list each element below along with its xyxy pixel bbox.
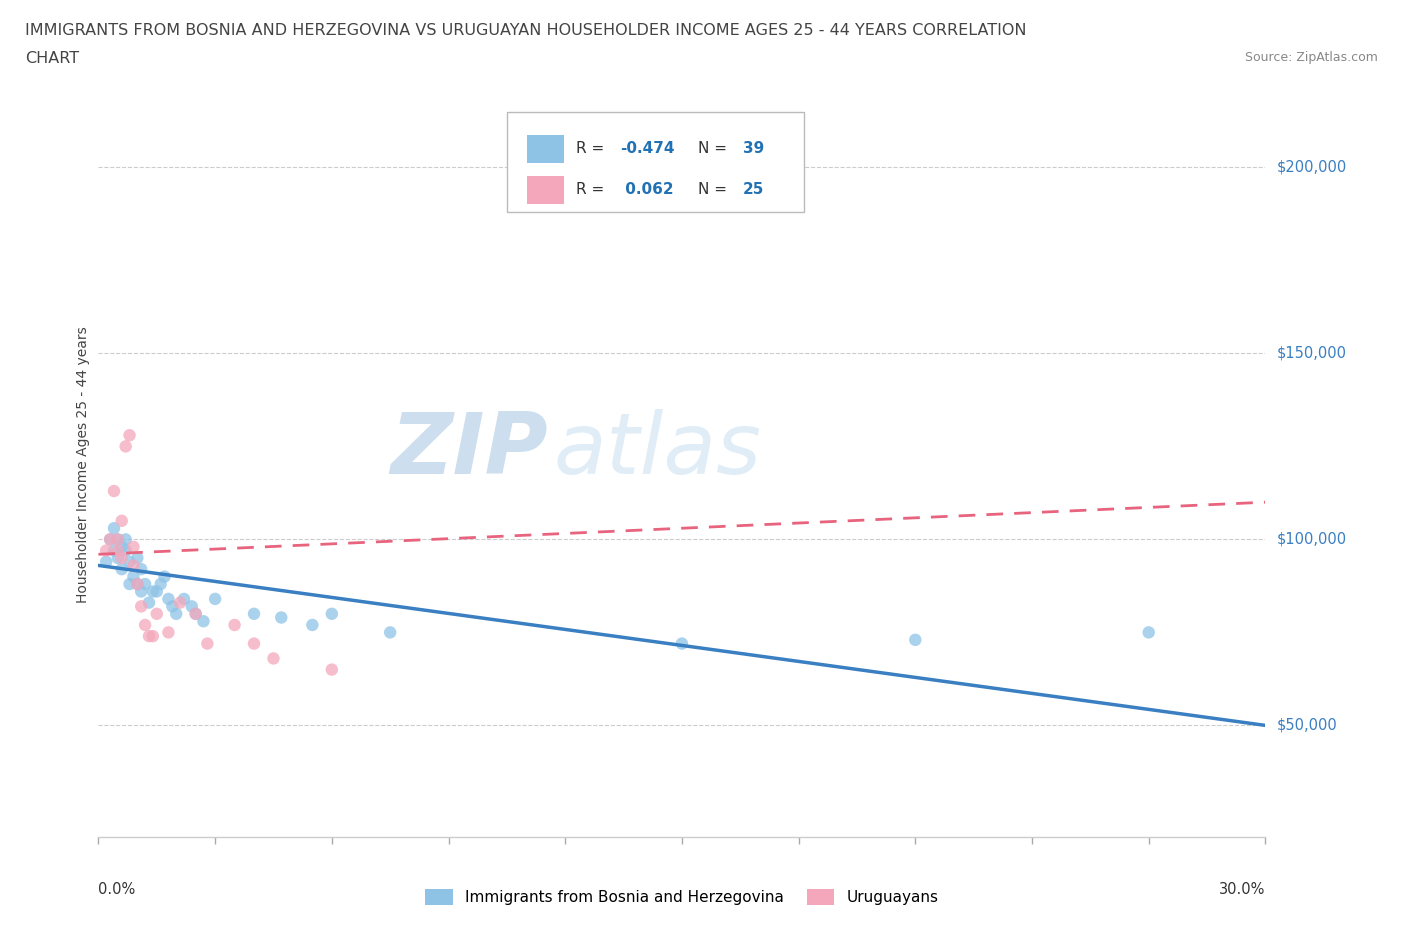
Text: 39: 39	[742, 141, 763, 156]
FancyBboxPatch shape	[527, 135, 564, 163]
Text: Source: ZipAtlas.com: Source: ZipAtlas.com	[1244, 51, 1378, 64]
Point	[169, 595, 191, 610]
Point	[122, 569, 145, 584]
Point	[165, 606, 187, 621]
Text: N =: N =	[699, 141, 733, 156]
Point	[134, 618, 156, 632]
Point	[243, 606, 266, 621]
Text: N =: N =	[699, 182, 733, 197]
Point	[118, 554, 141, 569]
Point	[224, 618, 246, 632]
Point	[118, 428, 141, 443]
Point	[321, 662, 343, 677]
Point	[129, 599, 152, 614]
Text: IMMIGRANTS FROM BOSNIA AND HERZEGOVINA VS URUGUAYAN HOUSEHOLDER INCOME AGES 25 -: IMMIGRANTS FROM BOSNIA AND HERZEGOVINA V…	[25, 23, 1026, 38]
Point	[122, 558, 145, 573]
Point	[96, 554, 118, 569]
Text: $100,000: $100,000	[1277, 532, 1347, 547]
Text: $150,000: $150,000	[1277, 346, 1347, 361]
Text: R =: R =	[575, 141, 609, 156]
Point	[103, 484, 125, 498]
Point	[127, 577, 149, 591]
Point	[671, 636, 693, 651]
Point	[149, 577, 172, 591]
Point	[111, 551, 134, 565]
Point	[162, 599, 184, 614]
Text: atlas: atlas	[554, 408, 762, 492]
Point	[98, 532, 121, 547]
Point	[184, 606, 207, 621]
Y-axis label: Householder Income Ages 25 - 44 years: Householder Income Ages 25 - 44 years	[76, 326, 90, 604]
Point	[103, 521, 125, 536]
Point	[146, 584, 169, 599]
Point	[129, 584, 152, 599]
Text: $50,000: $50,000	[1277, 718, 1339, 733]
Point	[114, 543, 136, 558]
Point	[111, 513, 134, 528]
Point	[142, 629, 165, 644]
Point	[378, 625, 402, 640]
Point	[153, 569, 176, 584]
Point	[114, 532, 136, 547]
Text: 0.062: 0.062	[620, 182, 673, 197]
Point	[180, 599, 202, 614]
Point	[138, 629, 160, 644]
Text: 30.0%: 30.0%	[1219, 882, 1265, 897]
Point	[321, 606, 343, 621]
Text: 0.0%: 0.0%	[98, 882, 135, 897]
Point	[195, 636, 218, 651]
Text: $200,000: $200,000	[1277, 160, 1347, 175]
Text: CHART: CHART	[25, 51, 79, 66]
FancyBboxPatch shape	[506, 112, 804, 212]
Text: -0.474: -0.474	[620, 141, 675, 156]
FancyBboxPatch shape	[527, 176, 564, 204]
Point	[107, 551, 129, 565]
Point	[1137, 625, 1160, 640]
Point	[904, 632, 927, 647]
Text: 25: 25	[742, 182, 763, 197]
Point	[138, 595, 160, 610]
Point	[96, 543, 118, 558]
Text: ZIP: ZIP	[389, 408, 548, 492]
Point	[243, 636, 266, 651]
Point	[118, 577, 141, 591]
Point	[103, 543, 125, 558]
Point	[111, 562, 134, 577]
Point	[173, 591, 195, 606]
Point	[301, 618, 323, 632]
Point	[127, 551, 149, 565]
Point	[193, 614, 215, 629]
Point	[134, 577, 156, 591]
Legend: Immigrants from Bosnia and Herzegovina, Uruguayans: Immigrants from Bosnia and Herzegovina, …	[419, 884, 945, 911]
Point	[111, 539, 134, 554]
Point	[129, 562, 152, 577]
Point	[157, 625, 180, 640]
Point	[107, 532, 129, 547]
Point	[157, 591, 180, 606]
Point	[98, 532, 121, 547]
Point	[107, 532, 129, 547]
Point	[127, 577, 149, 591]
Point	[262, 651, 284, 666]
Point	[270, 610, 292, 625]
Point	[204, 591, 226, 606]
Point	[107, 543, 129, 558]
Point	[114, 439, 136, 454]
Point	[142, 584, 165, 599]
Text: R =: R =	[575, 182, 609, 197]
Point	[122, 539, 145, 554]
Point	[184, 606, 207, 621]
Point	[146, 606, 169, 621]
